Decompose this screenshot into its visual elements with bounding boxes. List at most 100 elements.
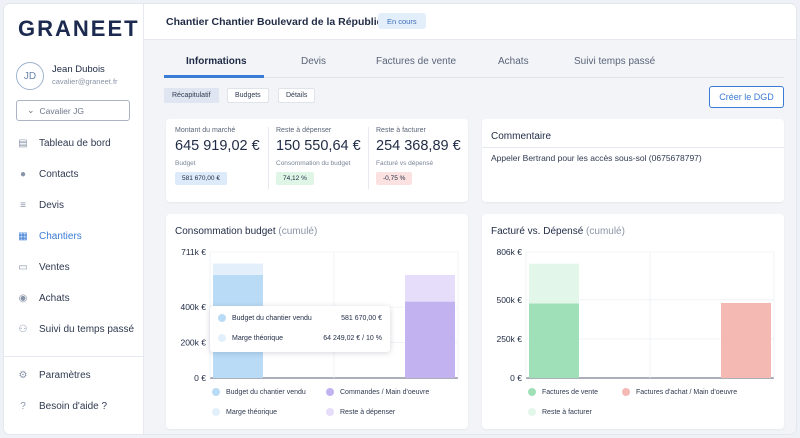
legend-item: Reste à facturer <box>528 408 592 416</box>
y-tick-label: 806k € <box>496 247 522 257</box>
y-tick-label: 0 € <box>510 373 522 383</box>
user-email: cavalier@graneet.fr <box>52 77 118 86</box>
legend-label: Budget du chantier vendu <box>226 388 306 396</box>
bar-segment <box>405 274 455 302</box>
y-tick-label: 0 € <box>194 373 206 383</box>
quote-icon: ≡ <box>20 200 26 211</box>
legend-label: Reste à facturer <box>542 408 592 416</box>
chart-tooltip: Budget du chantier vendu 581 670,00 € Ma… <box>210 306 390 352</box>
bar-segment <box>529 303 579 378</box>
y-tick-label: 711k € <box>181 247 206 257</box>
sidebar-item-label: Tableau de bord <box>39 138 111 149</box>
tooltip-label: Budget du chantier vendu <box>232 314 312 322</box>
legend-label: Factures d'achat / Main d'oeuvre <box>636 388 738 396</box>
subtab-recapitulatif[interactable]: Récapitulatif <box>164 88 219 103</box>
legend-label: Factures de vente <box>542 388 599 396</box>
kpi-sub-label: Facturé vs dépensé <box>376 160 434 167</box>
sidebar-item-parametres[interactable]: ⚙ Paramètres <box>4 360 144 391</box>
comment-text[interactable]: Appeler Bertrand pour les accès sous-sol… <box>491 153 702 163</box>
chart-title: Facturé vs. Dépensé (cumulé) <box>491 226 625 237</box>
tab-achats[interactable]: Achats <box>498 56 529 67</box>
kpi-sub-label: Budget <box>175 160 196 167</box>
legend-swatch <box>218 314 226 322</box>
bar-segment <box>405 301 455 378</box>
tab-devis[interactable]: Devis <box>301 56 327 67</box>
legend-swatch <box>212 388 220 396</box>
kpi-label: Reste à dépenser <box>276 127 332 134</box>
kpi-pill: 74,12 % <box>276 172 314 185</box>
sidebar-item-aide[interactable]: ? Besoin d'aide ? <box>4 391 144 422</box>
dashboard-icon: ▤ <box>18 138 28 149</box>
legend-swatch <box>218 334 226 342</box>
tooltip-row: Budget du chantier vendu <box>218 314 312 322</box>
user-name: Jean Dubois <box>52 64 105 75</box>
company-select-value: Cavalier JG <box>39 105 84 116</box>
sidebar-item-achats[interactable]: ◉ Achats <box>4 283 144 314</box>
sidebar-item-chantiers[interactable]: ▦ Chantiers <box>4 221 144 252</box>
legend-item: Commandes / Main d'oeuvre <box>326 388 429 396</box>
tooltip-row: Marge théorique <box>218 334 283 342</box>
kpi-label: Reste à facturer <box>376 127 426 134</box>
chart-title-text: Facturé vs. Dépensé <box>491 226 584 237</box>
sidebar-item-label: Achats <box>39 293 70 304</box>
legend-item: Reste à dépenser <box>326 408 395 416</box>
divider <box>268 127 269 189</box>
facture-chart-card: Facturé vs. Dépensé (cumulé) 806k € 500k … <box>482 214 784 429</box>
app-window: GRANEET JD Jean Dubois cavalier@graneet.… <box>4 4 796 434</box>
y-tick-label: 250k € <box>496 334 522 344</box>
sidebar-item-label: Suivi du temps passé <box>39 324 135 335</box>
legend-label: Commandes / Main d'oeuvre <box>340 388 430 396</box>
people-icon: ⚇ <box>18 324 28 335</box>
sidebar-item-label: Ventes <box>39 262 70 273</box>
subtab-budgets[interactable]: Budgets <box>227 88 269 103</box>
legend-swatch <box>212 408 220 416</box>
sidebar-item-contacts[interactable]: ● Contacts <box>4 159 144 190</box>
sidebar-item-devis[interactable]: ≡ Devis <box>4 190 144 221</box>
chevron-down-icon: ⌄ <box>27 105 35 115</box>
kpi-value: 150 550,64 € <box>276 138 361 154</box>
tab-informations[interactable]: Informations <box>186 56 247 67</box>
sidebar-nav: ▤ Tableau de bord ● Contacts ≡ Devis ▦ C… <box>4 128 144 345</box>
budget-chart-card: Consommation budget (cumulé) 711k € 400k … <box>166 214 468 429</box>
kpi-montant-marche: Montant du marché 645 919,02 € Budget 58… <box>175 127 270 185</box>
legend-swatch <box>528 388 536 396</box>
sidebar-item-tableau-de-bord[interactable]: ▤ Tableau de bord <box>4 128 144 159</box>
user-icon: ● <box>19 169 27 180</box>
kpi-card: Montant du marché 645 919,02 € Budget 58… <box>166 119 468 202</box>
help-icon: ? <box>20 401 26 412</box>
legend-label: Marge théorique <box>226 408 277 416</box>
chart-title-text: Consommation budget <box>175 226 276 237</box>
legend-item: Marge théorique <box>212 408 277 416</box>
main-content: Chantier Chantier Boulevard de la Républ… <box>144 4 796 434</box>
kpi-value: 645 919,02 € <box>175 138 260 154</box>
sidebar-bottom-nav: ⚙ Paramètres ? Besoin d'aide ? <box>4 360 144 422</box>
comment-title: Commentaire <box>491 131 552 142</box>
comment-card: Commentaire Appeler Bertrand pour les ac… <box>482 119 784 202</box>
divider <box>368 127 369 189</box>
chart-title: Consommation budget (cumulé) <box>175 226 317 237</box>
y-tick-label: 400k € <box>180 302 206 312</box>
sidebar-item-ventes[interactable]: ▭ Ventes <box>4 252 144 283</box>
gear-icon: ⚙ <box>18 370 28 381</box>
legend-swatch <box>528 408 536 416</box>
page-title: Chantier Chantier Boulevard de la Républ… <box>166 16 396 28</box>
create-dgd-button[interactable]: Créer le DGD <box>709 86 784 108</box>
tooltip-label: Marge théorique <box>232 334 283 342</box>
divider <box>482 147 784 148</box>
facture-chart: 806k € 500k € 250k € 0 € <box>496 247 775 383</box>
active-tab-indicator <box>164 75 264 78</box>
tab-bar: Informations Devis Factures de vente Ach… <box>164 44 784 78</box>
subtab-details[interactable]: Détails <box>278 88 316 103</box>
avatar[interactable]: JD <box>16 62 44 90</box>
legend-label: Reste à dépenser <box>340 408 396 416</box>
company-select[interactable]: ⌄ Cavalier JG <box>16 100 130 121</box>
tab-factures-de-vente[interactable]: Factures de vente <box>376 56 457 67</box>
sidebar-item-suivi-temps[interactable]: ⚇ Suivi du temps passé <box>4 314 144 345</box>
kpi-pill: -0,75 % <box>376 172 413 185</box>
tooltip-value: 64 249,02 € / 10 % <box>323 335 382 342</box>
kpi-label: Montant du marché <box>175 127 236 134</box>
tab-suivi-temps-passe[interactable]: Suivi temps passé <box>574 56 656 67</box>
sidebar: GRANEET JD Jean Dubois cavalier@graneet.… <box>4 4 144 434</box>
legend-item: Factures de vente <box>528 388 598 396</box>
chart-title-suffix: (cumulé) <box>586 226 625 237</box>
